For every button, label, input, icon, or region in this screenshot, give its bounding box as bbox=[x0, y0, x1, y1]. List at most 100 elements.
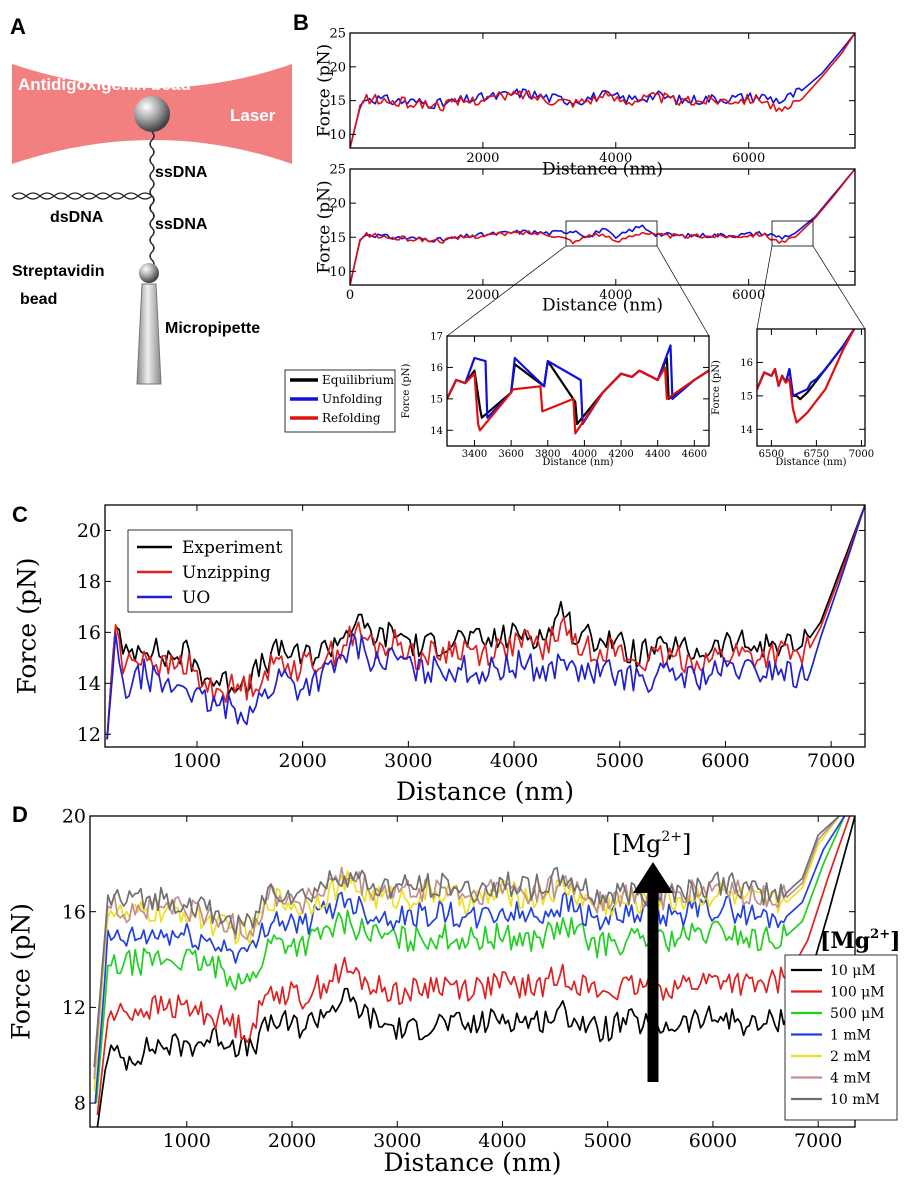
y-tick-label: 10 bbox=[329, 265, 346, 280]
x-tick-label: 7000 bbox=[794, 1130, 842, 1152]
legend-d: [Mg2+] 10 μM 100 μM 500 μM 1 mM 2 mM 4 mM 10 mM bbox=[784, 927, 901, 1121]
x-axis-label: Distance (nm) bbox=[542, 457, 613, 468]
series-group bbox=[93, 816, 855, 1127]
x-tick-label: 6000 bbox=[732, 151, 765, 166]
legend-label: Equilibrium bbox=[322, 373, 395, 387]
series-line-1-mm bbox=[94, 816, 846, 1104]
series-line-4-mm bbox=[93, 816, 840, 1080]
label-dsdna: dsDNA bbox=[50, 209, 104, 226]
arrow-label-sup: 2+ bbox=[661, 829, 682, 845]
x-tick-label: 7000 bbox=[807, 750, 855, 772]
x-tick-label: 2000 bbox=[466, 288, 499, 303]
y-tick-label: 14 bbox=[77, 673, 101, 695]
x-tick-label: 6000 bbox=[689, 1130, 737, 1152]
y-tick-label: 25 bbox=[329, 27, 346, 42]
series-line-10-m bbox=[96, 816, 855, 1127]
chart-b3-inset-zoom-1: 3400 3600 3800 4000 4200 4400 4600 14 15 16 17 Dist… bbox=[284, 332, 710, 468]
y-tick-label: 10 bbox=[329, 128, 346, 143]
x-tick-label: 2000 bbox=[278, 750, 326, 772]
x-tick-label: 4000 bbox=[478, 1130, 526, 1152]
y-tick-label: 20 bbox=[329, 60, 346, 75]
label-ssdna-bottom: ssDNA bbox=[155, 216, 208, 233]
y-tick-label: 8 bbox=[74, 1093, 86, 1115]
panel-a-schematic: A Antidigoxigenin bead Laser ssDNA dsDNA… bbox=[10, 14, 292, 385]
x-tick-label: 3600 bbox=[498, 449, 523, 460]
y-tick-label: 16 bbox=[62, 901, 86, 923]
plot-frame bbox=[756, 328, 866, 447]
zoom-box-2 bbox=[771, 220, 814, 247]
y-tick-label: 15 bbox=[329, 231, 346, 246]
plot-frame bbox=[349, 32, 856, 149]
series-line-trace-1 bbox=[350, 169, 855, 285]
y-axis-label: Force (pN) bbox=[315, 180, 335, 273]
zoom-line bbox=[656, 245, 710, 337]
legend-label: 10 μM bbox=[830, 963, 876, 979]
plot-frame bbox=[89, 815, 856, 1128]
panel-label-b: B bbox=[293, 10, 309, 35]
label-laser: Laser bbox=[230, 106, 276, 125]
series-line-10-mm bbox=[93, 816, 840, 1068]
x-tick-label: 3000 bbox=[373, 1130, 421, 1152]
x-tick-label: 4000 bbox=[572, 449, 597, 460]
x-tick-label: 3400 bbox=[462, 449, 487, 460]
streptavidin-bead bbox=[139, 263, 159, 283]
series-group bbox=[447, 344, 709, 435]
series-line-trace-0 bbox=[757, 329, 856, 401]
series-line-trace-2 bbox=[447, 366, 709, 435]
x-tick-label: 6000 bbox=[701, 750, 749, 772]
x-tick-label: 4000 bbox=[599, 151, 632, 166]
y-tick-label: 18 bbox=[77, 571, 101, 593]
panel-label-a: A bbox=[10, 14, 26, 39]
x-tick-label: 6000 bbox=[732, 288, 765, 303]
series-line-trace-1 bbox=[350, 33, 855, 148]
zoom-line bbox=[446, 245, 567, 337]
x-tick-label: 4400 bbox=[645, 449, 670, 460]
series-line-unzipping bbox=[106, 505, 865, 740]
y-axis-label: Force (pN) bbox=[315, 44, 335, 137]
label-bead: bead bbox=[20, 291, 57, 308]
legend-label: Unfolding bbox=[322, 392, 383, 406]
series-group bbox=[106, 505, 865, 740]
x-axis-label: Distance (nm) bbox=[384, 1148, 562, 1177]
y-tick-label: 12 bbox=[62, 997, 86, 1019]
y-tick-label: 14 bbox=[430, 426, 443, 437]
legend-label: 500 μM bbox=[830, 1006, 885, 1022]
x-tick-label: 3000 bbox=[384, 750, 432, 772]
series-line-trace-1 bbox=[757, 329, 856, 397]
y-tick-label: 15 bbox=[740, 391, 753, 402]
x-tick-label: 0 bbox=[346, 288, 354, 303]
series-line-experiment bbox=[106, 505, 865, 740]
chart-d-magnesium-dependence: 1000 2000 3000 4000 5000 6000 7000 8 12 16 20 Dista… bbox=[7, 806, 901, 1177]
y-tick-label: 15 bbox=[430, 394, 443, 405]
plot-frame bbox=[349, 168, 856, 286]
arrow-label-close: ] bbox=[682, 830, 691, 858]
x-axis-label: Distance (nm) bbox=[542, 296, 663, 316]
y-tick-label: 15 bbox=[329, 94, 346, 109]
legend-box bbox=[784, 954, 898, 1121]
dsdna-helix-b bbox=[11, 192, 153, 200]
x-axis-label: Distance (nm) bbox=[775, 457, 846, 468]
legend-title-sup: 2+ bbox=[870, 927, 890, 942]
zoom-line bbox=[756, 245, 773, 330]
x-tick-label: 5000 bbox=[596, 750, 644, 772]
series-group bbox=[757, 329, 856, 424]
series-line-trace-2 bbox=[757, 329, 856, 424]
legend-label: Unzipping bbox=[182, 563, 271, 583]
y-tick-label: 20 bbox=[62, 806, 86, 828]
arrow-head bbox=[633, 862, 673, 893]
x-tick-label: 6750 bbox=[804, 449, 829, 460]
x-axis-label: Distance (nm) bbox=[396, 777, 574, 806]
y-tick-label: 25 bbox=[329, 163, 346, 178]
plot-frame bbox=[104, 504, 866, 748]
y-tick-label: 16 bbox=[740, 358, 753, 369]
zoom-line bbox=[812, 245, 866, 330]
legend-label: Experiment bbox=[182, 538, 283, 558]
series-line-100-m bbox=[96, 816, 851, 1116]
y-tick-label: 16 bbox=[77, 622, 101, 644]
mg-increase-arrow: [Mg2+] bbox=[612, 829, 691, 1082]
legend-label: UO bbox=[182, 588, 210, 608]
y-tick-label: 20 bbox=[77, 520, 101, 542]
arrow-label: [Mg2+] bbox=[612, 829, 691, 858]
